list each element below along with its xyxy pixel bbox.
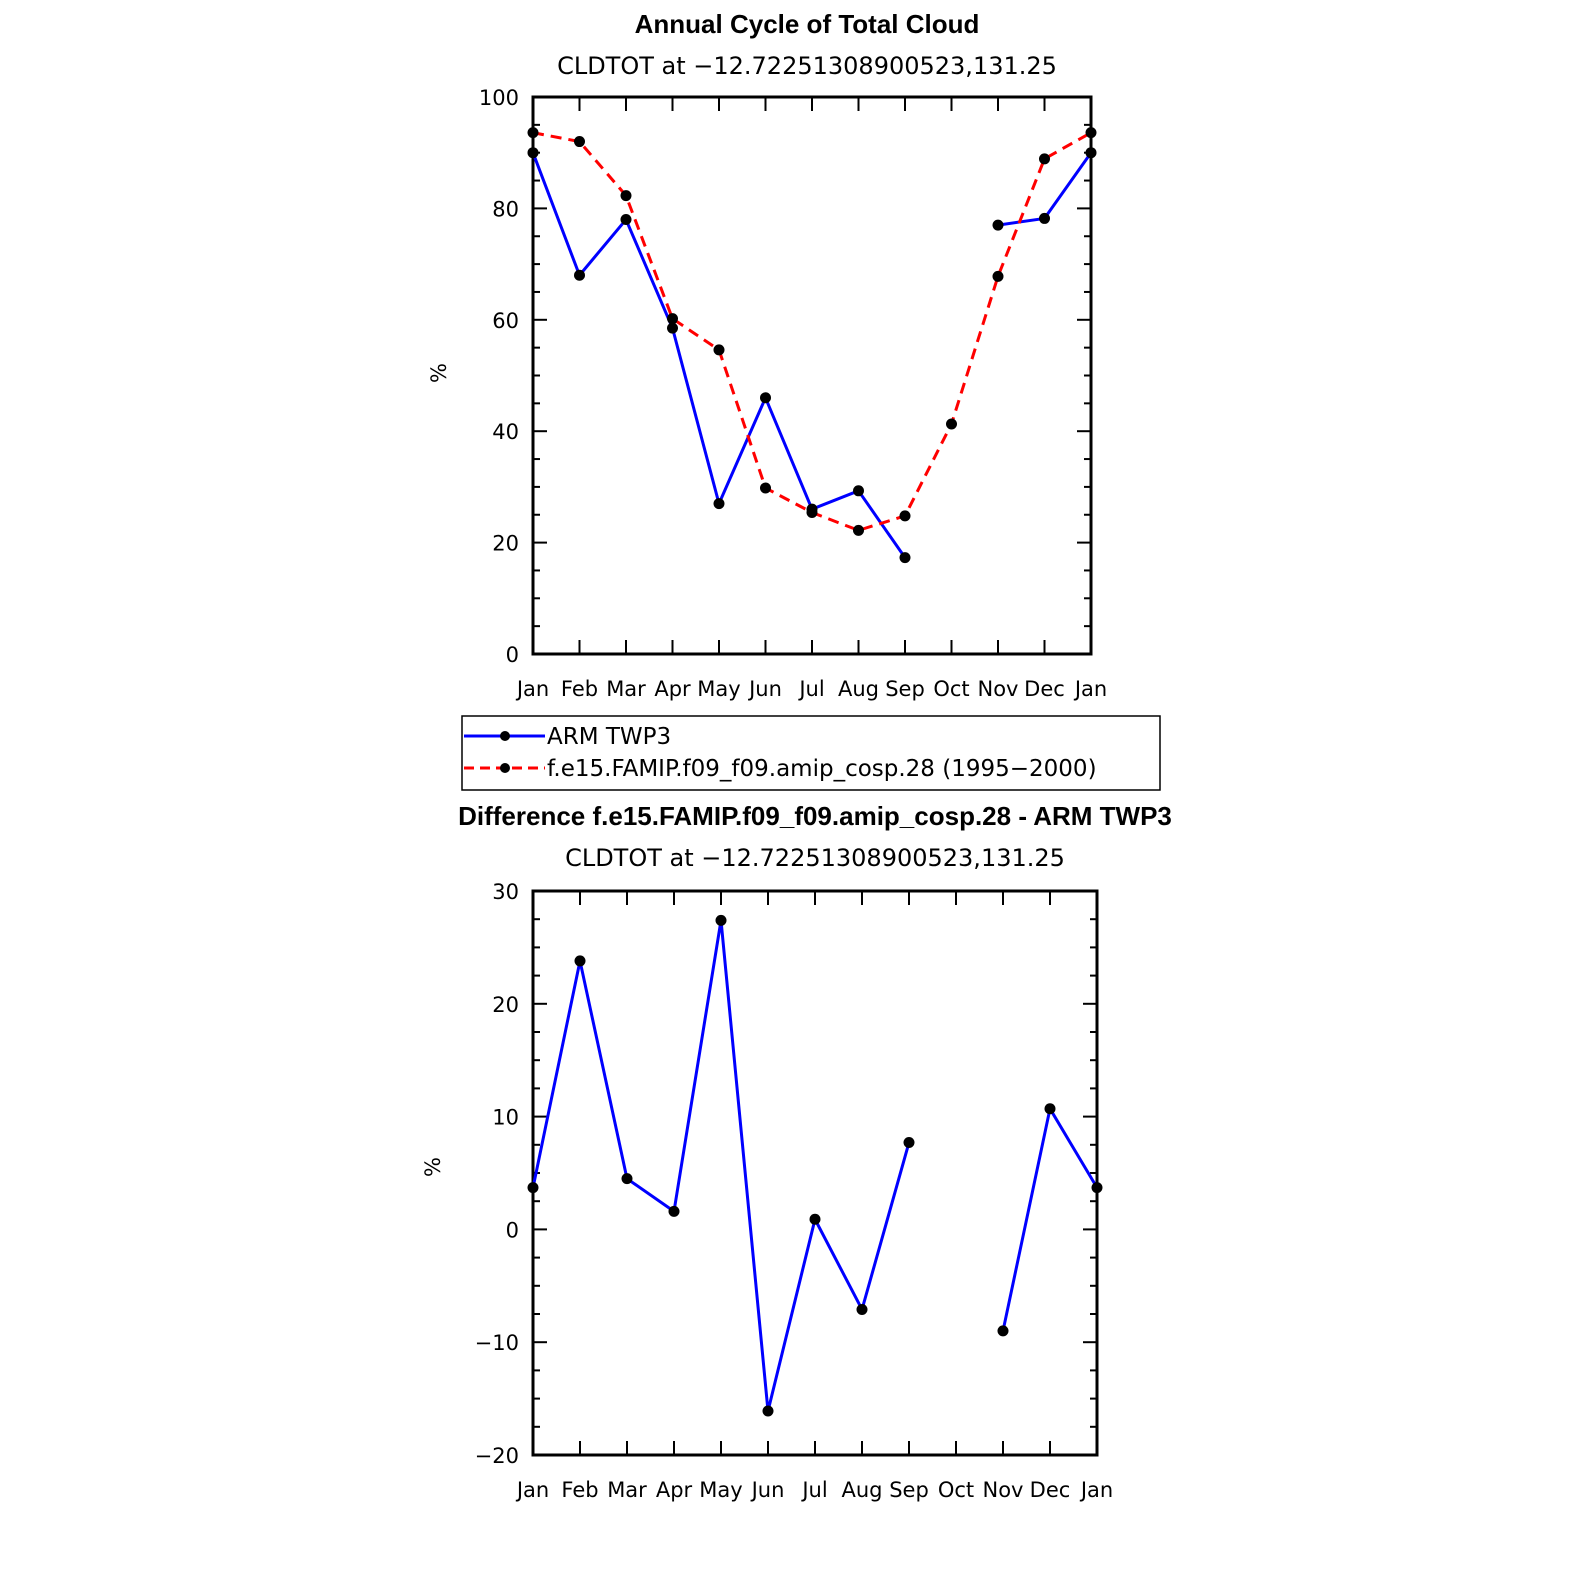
x-tick-label: Apr xyxy=(654,677,691,701)
y-tick-label: −20 xyxy=(475,1444,519,1468)
series-2-point xyxy=(760,482,771,494)
x-tick-label: Sep xyxy=(889,1478,929,1502)
x-tick-label: Mar xyxy=(607,1478,647,1502)
y-tick-label: 60 xyxy=(492,309,519,333)
series-1-point xyxy=(667,322,678,334)
series-line-1 xyxy=(1001,1107,1099,1332)
legend-label-arm: ARM TWP3 xyxy=(547,724,671,750)
x-tick-label: Jan xyxy=(515,1478,549,1502)
legend-label-model: f.e15.FAMIP.f09_f09.amip_cosp.28 (1995−2… xyxy=(547,756,1097,782)
series-1-point xyxy=(899,552,911,564)
series-2-point xyxy=(574,136,585,148)
series-1-point xyxy=(997,1325,1009,1337)
x-tick-label: Aug xyxy=(841,1478,882,1502)
series-1-point xyxy=(760,392,771,404)
series-1-point xyxy=(856,1303,868,1315)
x-tick-label: Oct xyxy=(933,677,969,701)
y-tick-label: 20 xyxy=(492,993,519,1017)
x-tick-label: Nov xyxy=(978,677,1019,701)
series-2-point xyxy=(620,190,632,202)
series-2-point xyxy=(713,344,725,356)
x-tick-label: Jan xyxy=(515,677,549,701)
series-line-1 xyxy=(531,918,911,1413)
plot-frame xyxy=(531,889,1099,1457)
series-2-point xyxy=(853,524,864,536)
x-tick-label: Mar xyxy=(606,677,646,701)
y-tick-label: 0 xyxy=(506,643,519,667)
series-1-point xyxy=(621,1173,633,1185)
legend-entry-arm: ARM TWP3 xyxy=(464,724,671,750)
series-1-point xyxy=(853,485,864,497)
x-tick-label: Jan xyxy=(1073,677,1107,701)
y-tick-label: 80 xyxy=(492,197,519,221)
series-1-point xyxy=(715,914,727,926)
chart-title: Difference f.e15.FAMIP.f09_f09.amip_cosp… xyxy=(458,801,1172,831)
x-tick-label: Jul xyxy=(797,677,824,701)
series-1-point xyxy=(1085,147,1097,159)
series-1-point xyxy=(527,1182,539,1194)
x-tick-label: May xyxy=(699,1478,742,1502)
series-1-point xyxy=(1039,212,1050,224)
series-1-point xyxy=(574,955,586,967)
series-1-point xyxy=(1091,1182,1103,1194)
series-2-point xyxy=(806,507,818,519)
y-tick-label: 30 xyxy=(492,880,519,904)
x-tick-label: Aug xyxy=(838,677,879,701)
series-1-point xyxy=(668,1205,680,1217)
x-tick-label: Jun xyxy=(747,677,782,701)
series-2-point xyxy=(946,418,957,430)
series-2-point xyxy=(1085,127,1097,139)
y-tick-label: −10 xyxy=(475,1331,519,1355)
x-tick-label: Jun xyxy=(750,1478,785,1502)
series-1-point xyxy=(1044,1103,1056,1115)
legend-marker-model xyxy=(500,763,510,773)
series-line-2 xyxy=(532,131,1092,532)
plot-area: −20 −10 0 10 20 30 Jan Feb Mar Apr May Jun Jul Aug Sep… xyxy=(475,880,1114,1502)
plot-frame xyxy=(531,95,1093,656)
x-tick-label: Dec xyxy=(1024,677,1065,701)
x-tick-label: Feb xyxy=(561,1478,598,1502)
series-1-point xyxy=(713,498,725,510)
legend-marker-arm xyxy=(500,731,510,741)
y-tick-label: 100 xyxy=(479,86,519,110)
x-tick-label: Sep xyxy=(885,677,925,701)
series-1-point xyxy=(809,1213,821,1225)
x-tick-label: Nov xyxy=(983,1478,1024,1502)
x-tick-label: Oct xyxy=(938,1478,974,1502)
y-tick-label: 20 xyxy=(492,532,519,556)
series-2-point xyxy=(667,313,678,325)
series-1-point xyxy=(762,1405,774,1417)
legend-entry-model: f.e15.FAMIP.f09_f09.amip_cosp.28 (1995−2… xyxy=(464,756,1097,782)
series-2-point xyxy=(1039,153,1050,165)
y-tick-label: 0 xyxy=(506,1218,519,1242)
legend-box xyxy=(461,715,1161,791)
x-tick-label: May xyxy=(697,677,740,701)
y-tick-label: 40 xyxy=(492,420,519,444)
annual-cycle-chart: Annual Cycle of Total Cloud CLDTOT at −1… xyxy=(427,9,1107,701)
series-1-point xyxy=(903,1137,915,1149)
series-1-point xyxy=(527,147,539,159)
legend: ARM TWP3 f.e15.FAMIP.f09_f09.amip_cosp.2… xyxy=(461,715,1161,791)
series-2-point xyxy=(992,270,1004,282)
x-tick-label: Apr xyxy=(656,1478,693,1502)
chart-subtitle: CLDTOT at −12.72251308900523,131.25 xyxy=(565,844,1065,872)
series-2-point xyxy=(899,510,911,522)
plot-area: 0 20 40 60 80 100 Jan Feb Mar Apr May Jun Jul Aug Sep O… xyxy=(479,86,1107,701)
series-1-point xyxy=(620,214,632,226)
y-axis-label: % xyxy=(421,1157,445,1177)
difference-chart: Difference f.e15.FAMIP.f09_f09.amip_cosp… xyxy=(421,801,1172,1502)
y-axis-label: % xyxy=(427,363,451,383)
x-tick-label: Feb xyxy=(561,677,598,701)
chart-subtitle: CLDTOT at −12.72251308900523,131.25 xyxy=(557,52,1057,80)
x-tick-label: Dec xyxy=(1030,1478,1071,1502)
x-tick-label: Jan xyxy=(1079,1478,1113,1502)
series-1-point xyxy=(992,219,1004,231)
series-1-point xyxy=(574,269,585,281)
y-tick-label: 10 xyxy=(492,1106,519,1130)
chart-title: Annual Cycle of Total Cloud xyxy=(635,9,980,39)
x-tick-label: Jul xyxy=(800,1478,827,1502)
series-2-point xyxy=(527,127,539,139)
